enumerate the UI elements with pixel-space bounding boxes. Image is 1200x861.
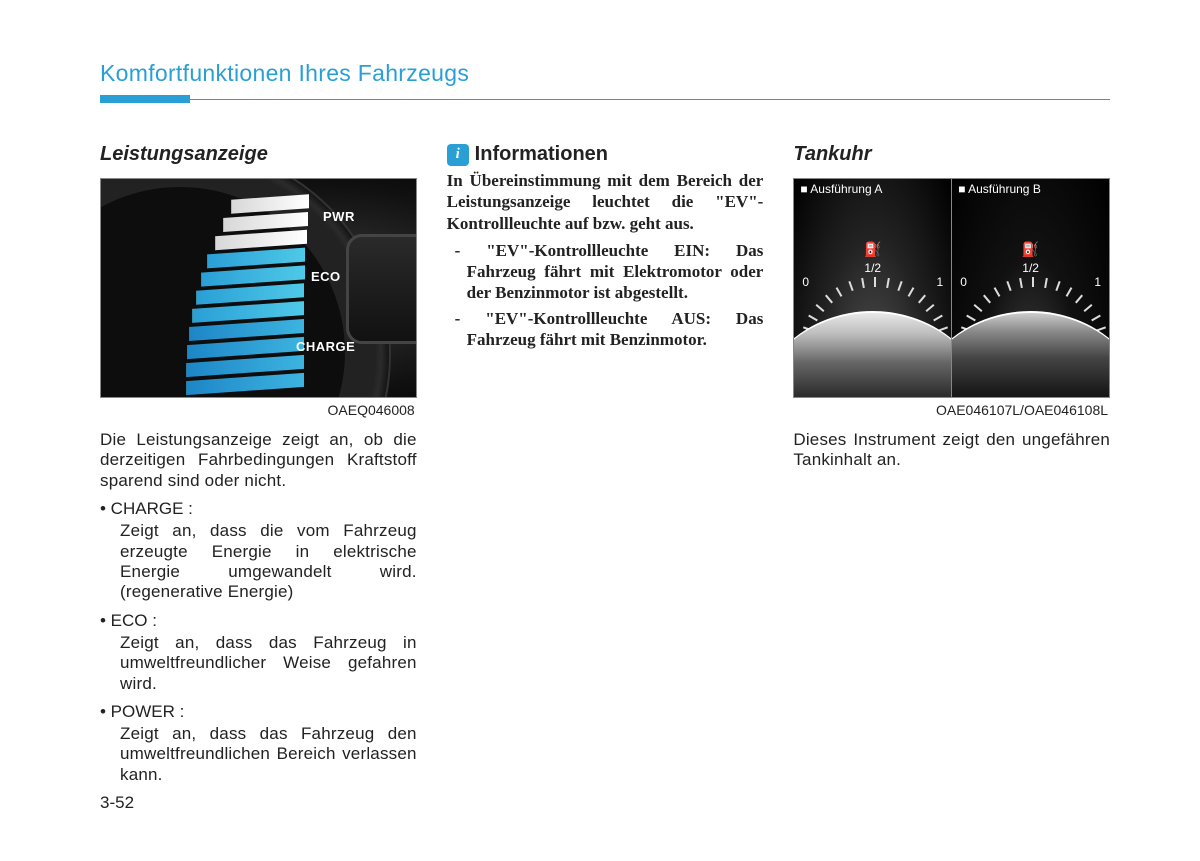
gauge-label-pwr: PWR	[323, 209, 355, 224]
gauge-bar	[215, 230, 307, 250]
fuel-tick	[966, 315, 976, 322]
column-leistungsanzeige: Leistungsanzeige PWR ECO CHARGE OAEQ0460…	[100, 143, 417, 813]
fuel-tick	[908, 287, 915, 297]
gauge-bar	[186, 373, 304, 395]
fuel-a-one: 1	[937, 275, 944, 289]
bullet-head: • CHARGE :	[100, 499, 417, 519]
bullet-body: Zeigt an, dass das Fahrzeug den umweltfr…	[100, 724, 417, 785]
tankuhr-caption: Dieses Instrument zeigt den ungefähren T…	[793, 430, 1110, 471]
variant-b-label: ■ Ausführung B	[958, 182, 1041, 196]
bullet-head: • ECO :	[100, 611, 417, 631]
fuel-tick	[1084, 304, 1093, 312]
section-title-tankuhr: Tankuhr	[793, 143, 1110, 166]
fuel-tick	[926, 304, 935, 312]
column-tankuhr: Tankuhr ■ Ausführung A ⛽ 0 1/2 1 ■ Ausfü…	[793, 143, 1110, 813]
fuel-tick	[1044, 278, 1048, 288]
fuel-tick	[994, 287, 1001, 297]
fuel-a-zero: 0	[802, 275, 809, 289]
fuel-tick	[861, 278, 865, 288]
page-number: 3-52	[100, 793, 417, 813]
fuel-tick	[1066, 287, 1073, 297]
fuel-tick	[918, 294, 926, 303]
column-informationen: i Informationen In Übereinstimmung mit d…	[447, 143, 764, 813]
fuel-tick	[1091, 315, 1101, 322]
page-header-title: Komfortfunktionen Ihres Fahrzeugs	[100, 60, 469, 87]
bullet-body: Zeigt an, dass das Fahrzeug in umweltfre…	[100, 633, 417, 694]
fuel-b-zero: 0	[960, 275, 967, 289]
fuel-a-half: 1/2	[864, 261, 881, 275]
power-gauge-figure: PWR ECO CHARGE	[100, 178, 417, 398]
fuel-pump-icon: ⛽	[1022, 241, 1039, 258]
figure-code-gauge: OAEQ046008	[100, 402, 417, 418]
fuel-gauge-figure: ■ Ausführung A ⛽ 0 1/2 1 ■ Ausführung B …	[793, 178, 1110, 398]
gauge-bar	[223, 212, 308, 232]
fuel-tick	[1006, 281, 1011, 291]
fuel-b-one: 1	[1094, 275, 1101, 289]
info-paragraph: In Übereinstimmung mit dem Bereich der L…	[447, 170, 764, 234]
fuel-tick	[983, 294, 991, 303]
fuel-tick	[1019, 278, 1023, 288]
section-title-leistungsanzeige: Leistungsanzeige	[100, 143, 417, 166]
figure-code-fuel: OAE046107L/OAE046108L	[793, 402, 1110, 418]
fuel-tick	[933, 315, 943, 322]
gauge-label-charge: CHARGE	[296, 339, 355, 354]
fuel-tick	[897, 281, 902, 291]
fuel-tick	[808, 315, 818, 322]
info-icon: i	[447, 144, 469, 166]
variant-a-label: ■ Ausführung A	[800, 182, 882, 196]
fuel-tick	[886, 278, 890, 288]
bullet-body: Zeigt an, dass die vom Fahrzeug erzeugte…	[100, 521, 417, 603]
bullet-head: • POWER :	[100, 702, 417, 722]
info-list-item: - "EV"-Kontrollleuchte EIN: Das Fahrzeug…	[447, 240, 764, 304]
gauge-label-eco: ECO	[311, 269, 341, 284]
fuel-pump-icon: ⛽	[864, 241, 881, 258]
fuel-tick	[974, 304, 983, 312]
fuel-b-half: 1/2	[1022, 261, 1039, 275]
fuel-tick	[836, 287, 843, 297]
info-title: Informationen	[475, 143, 608, 166]
fuel-tick	[1032, 277, 1034, 287]
fuel-tick	[825, 294, 833, 303]
header-divider	[100, 95, 1110, 103]
fuel-tick	[816, 304, 825, 312]
fuel-tick	[874, 277, 876, 287]
fuel-tick	[848, 281, 853, 291]
fuel-tick	[1055, 281, 1060, 291]
fuel-tick	[1075, 294, 1083, 303]
info-list-item: - "EV"-Kontrollleuchte AUS: Das Fahrzeug…	[447, 308, 764, 351]
leistungsanzeige-intro: Die Leistungsanzeige zeigt an, ob die de…	[100, 430, 417, 491]
gauge-bar	[207, 248, 305, 269]
gauge-bar	[231, 194, 309, 213]
